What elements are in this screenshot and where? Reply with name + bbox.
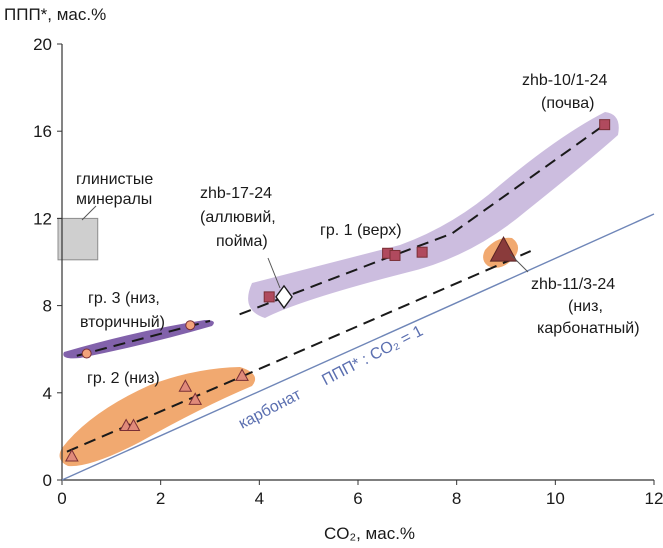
group2-label: гр. 2 (низ) — [87, 370, 160, 387]
x-tick-label: 6 — [353, 489, 362, 508]
group1-region — [248, 112, 619, 318]
big-triangle-point — [489, 236, 518, 262]
zhb17-leader-line — [267, 257, 281, 289]
y-tick-label: 16 — [33, 122, 52, 141]
circle-point — [81, 348, 92, 359]
zhb10-label-line-2: (почва) — [541, 95, 594, 112]
reference-line — [61, 213, 655, 481]
reference-line-label: ППП* : CO₂ = 1 — [319, 323, 426, 390]
zhb10-label-line-1: zhb-10/1-24 — [522, 72, 607, 89]
square-point — [389, 249, 401, 261]
clay-label-line-1: глинистые — [76, 171, 153, 188]
y-ticks: 0 4 8 12 16 20 — [33, 35, 62, 490]
x-tick-label: 8 — [452, 489, 461, 508]
zhb10-label: zhb-10/1-24 (почва) — [522, 72, 612, 112]
square-point — [416, 246, 428, 258]
y-axis-title: ППП*, мас.% — [4, 5, 106, 24]
triangle-point — [126, 418, 141, 431]
clay-label-line-2: минералы — [76, 191, 152, 208]
triangle-point — [178, 379, 193, 392]
data-markers — [65, 119, 611, 462]
clay-label: глинистые минералы — [76, 171, 158, 208]
zhb11-label-line-3: карбонатный) — [537, 320, 640, 337]
clay-minerals-box — [57, 217, 99, 261]
y-tick-label: 12 — [33, 209, 52, 228]
group3-label-line-2: вторичный) — [80, 314, 165, 331]
y-tick-label: 0 — [43, 471, 52, 490]
group3-label: гр. 3 (низ, вторичный) — [80, 290, 165, 331]
triangle-point — [188, 392, 203, 405]
zhb11-leader-line — [509, 253, 529, 273]
diamond-point — [275, 284, 293, 310]
zhb11-label-line-1: zhb-11/3-24 — [531, 276, 615, 293]
y-tick-label: 20 — [33, 35, 52, 54]
group1-label: гр. 1 (верх) — [320, 222, 402, 239]
group3-label-line-1: гр. 3 (низ, — [88, 290, 160, 307]
y-tick-label: 8 — [43, 297, 52, 316]
x-axis-title: CO₂, мас.% — [324, 524, 415, 543]
x-tick-label: 12 — [645, 489, 663, 508]
triangle-point — [65, 448, 79, 462]
trend-line — [239, 123, 606, 316]
clay-leader-line — [81, 205, 97, 221]
zhb17-label-line-1: zhb-17-24 — [200, 185, 272, 202]
square-point — [599, 119, 611, 131]
x-tick-label: 0 — [57, 489, 66, 508]
x-tick-label: 2 — [156, 489, 165, 508]
group2-region — [59, 367, 256, 467]
zhb17-label-line-3: пойма) — [216, 233, 268, 250]
zhb11-label-line-2: (низ, — [568, 298, 603, 315]
zhb11-label: zhb-11/3-24 (низ, карбонатный) — [531, 276, 640, 337]
carbonate-labels: карбонат ППП* : CO₂ = 1 — [236, 323, 426, 433]
y-tick-label: 4 — [43, 384, 52, 403]
zhb17-label: zhb-17-24 (аллювий, пойма) — [200, 185, 280, 250]
zhb17-label-line-2: (аллювий, — [200, 209, 276, 226]
x-ticks: 0 2 4 6 8 10 12 — [57, 480, 663, 508]
x-tick-label: 10 — [546, 489, 565, 508]
circle-point — [185, 320, 196, 331]
carbonate-label: карбонат — [236, 386, 305, 433]
square-point — [263, 291, 275, 303]
x-tick-label: 4 — [255, 489, 264, 508]
triangle-point — [235, 368, 249, 381]
